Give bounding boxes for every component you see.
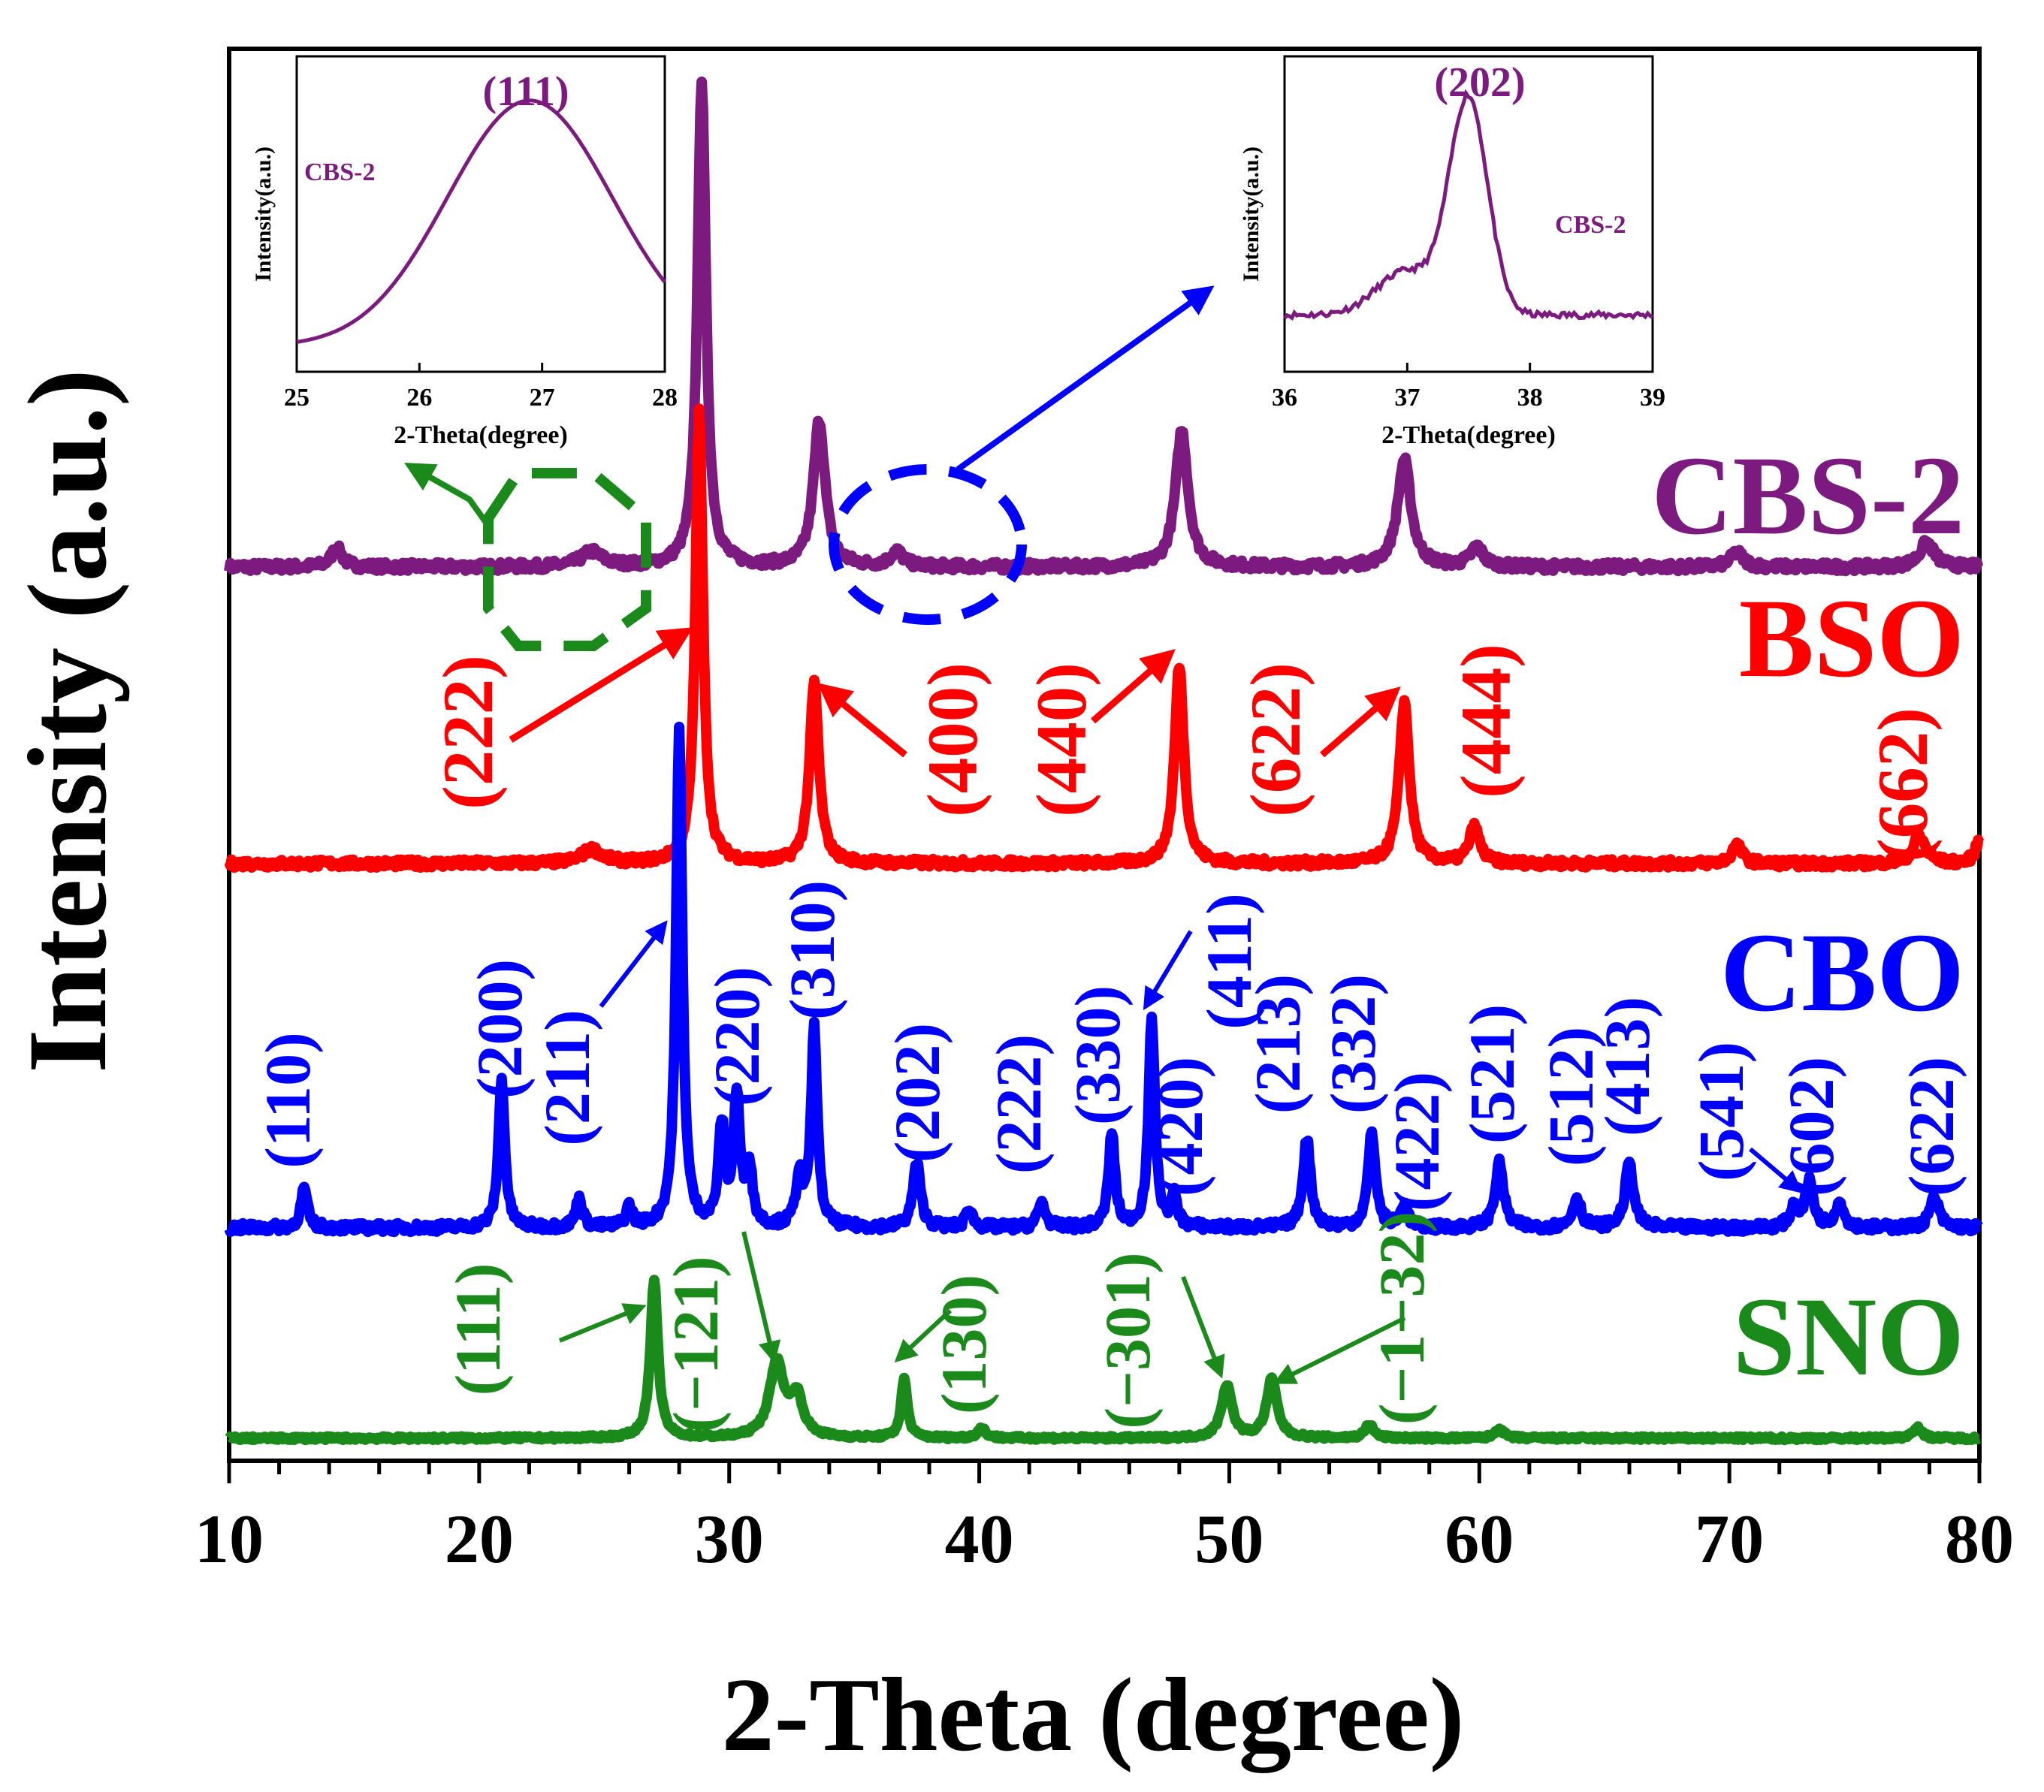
series-layer <box>224 76 1985 1446</box>
x-axis-title: 2-Theta (degree) <box>722 1657 1465 1773</box>
bso-hkl-label: (440) <box>1022 662 1101 817</box>
sno-hkl-label: (130) <box>928 1275 1000 1414</box>
sno-hkl-label: (−301) <box>1091 1252 1164 1428</box>
inset-x-tick-label: 28 <box>652 384 678 412</box>
cbo-hkl-label: (332) <box>1317 974 1389 1114</box>
inset-x-tick-label: 36 <box>1272 384 1297 412</box>
cbo-hkl-label: (220) <box>701 967 773 1106</box>
x-tick-label: 50 <box>1194 1501 1264 1577</box>
sno-hkl-label: (111) <box>442 1263 514 1396</box>
series-line-sno <box>225 1275 1984 1446</box>
inset-hkl-label: (202) <box>1434 59 1525 106</box>
inset-x-tick-label: 27 <box>530 384 555 412</box>
bso-hkl-labels: (222) (400) (440) (622) (444) (662) <box>428 644 1943 862</box>
inset-curve <box>296 98 666 344</box>
inset-ylabel: Intensity(a.u.) <box>1239 146 1264 282</box>
inset-x-tick-label: 25 <box>284 384 309 412</box>
plot-frame <box>227 47 1982 1463</box>
cbo-hkl-label: (200) <box>463 959 536 1099</box>
x-tick-label: 60 <box>1445 1501 1514 1577</box>
cbo-hkl-label: (330) <box>1061 985 1134 1125</box>
cbo-hkl-label: (411) <box>1193 893 1265 1030</box>
bso-hkl-label: (222) <box>428 655 508 810</box>
y-axis-title: Intensity (a.u.) <box>5 369 130 1073</box>
series-name-cbs2: CBS-2 <box>1651 433 1964 558</box>
inset-ticks: 36 37 38 39 <box>1272 363 1665 412</box>
cbo-hkl-label: (110) <box>252 1032 324 1169</box>
cbo-arrows <box>599 920 1803 1193</box>
inset-xlabel: 2-Theta(degree) <box>1381 421 1556 449</box>
cbo-hkl-label: (213) <box>1242 974 1314 1114</box>
series-name-bso: BSO <box>1739 576 1964 701</box>
series-line-bso <box>224 403 1985 873</box>
inset-xlabel: 2-Theta(degree) <box>394 421 568 449</box>
series-name-sno: SNO <box>1733 1275 1964 1399</box>
bso-hkl-label: (662) <box>1863 707 1943 862</box>
bso-hkl-label: (400) <box>913 662 992 817</box>
inset-ylabel: Intensity(a.u.) <box>251 146 276 282</box>
inset-x-tick-label: 26 <box>406 384 432 412</box>
x-tick-label: 80 <box>1945 1501 2014 1577</box>
bso-hkl-label: (444) <box>1446 644 1526 798</box>
cbo-hkl-label: (310) <box>776 880 848 1020</box>
inset-curve <box>1283 89 1654 321</box>
cbo-hkl-labels: (110) (200) (211) (220) (310) (202) (222… <box>252 880 1967 1211</box>
highlight-right <box>829 285 1215 625</box>
cbo-hkl-label: (222) <box>983 1034 1055 1174</box>
cbo-hkl-label: (202) <box>881 1023 953 1163</box>
cbo-hkl-label: (211) <box>531 1009 603 1146</box>
inset-x-tick-label: 39 <box>1640 384 1665 412</box>
x-axis-ticks: 10 20 30 40 50 60 70 80 <box>195 1461 2014 1577</box>
cbo-hkl-label: (541) <box>1685 1042 1757 1181</box>
cbo-hkl-label: (512) <box>1535 1027 1607 1166</box>
series-name-cbo: CBO <box>1720 910 1964 1035</box>
cbo-hkl-label: (602) <box>1775 1057 1847 1196</box>
x-tick-label: 70 <box>1695 1501 1764 1577</box>
inset-hkl-label: (111) <box>482 68 569 115</box>
cbo-hkl-label: (420) <box>1144 1057 1216 1196</box>
inset-202: 36 37 38 39 (202) CBS-2 2-Theta(degree) Int… <box>1239 55 1665 449</box>
inset-111: 25 26 27 28 (111) CBS-2 2-Theta(degree) Int… <box>251 55 678 449</box>
sno-arrows <box>558 1231 1406 1384</box>
bso-hkl-label: (622) <box>1236 662 1315 817</box>
bso-arrows <box>509 627 1401 758</box>
cbo-hkl-label: (413) <box>1591 997 1663 1136</box>
x-tick-label: 20 <box>445 1501 514 1577</box>
sno-hkl-labels: (111) (−121) (130) (−301) (−1−32) <box>442 1211 1438 1433</box>
inset-frame <box>1283 55 1654 373</box>
x-tick-label: 30 <box>695 1501 764 1577</box>
cbo-hkl-label: (521) <box>1456 1004 1528 1144</box>
sno-hkl-label: (−121) <box>660 1256 732 1432</box>
inset-legend: CBS-2 <box>1555 211 1626 239</box>
x-tick-label: 40 <box>945 1501 1014 1577</box>
inset-x-tick-label: 37 <box>1394 384 1420 412</box>
highlight-left <box>404 463 651 651</box>
inset-x-tick-label: 38 <box>1517 384 1543 412</box>
x-tick-label: 10 <box>195 1501 264 1577</box>
series-line-cbo <box>224 721 1984 1238</box>
inset-legend: CBS-2 <box>304 158 375 186</box>
cbo-hkl-label: (622) <box>1895 1057 1967 1196</box>
cbo-hkl-label: (422) <box>1381 1072 1453 1211</box>
series-line-cbs2 <box>224 76 1984 577</box>
inset-ticks: 25 26 27 28 <box>284 363 678 412</box>
